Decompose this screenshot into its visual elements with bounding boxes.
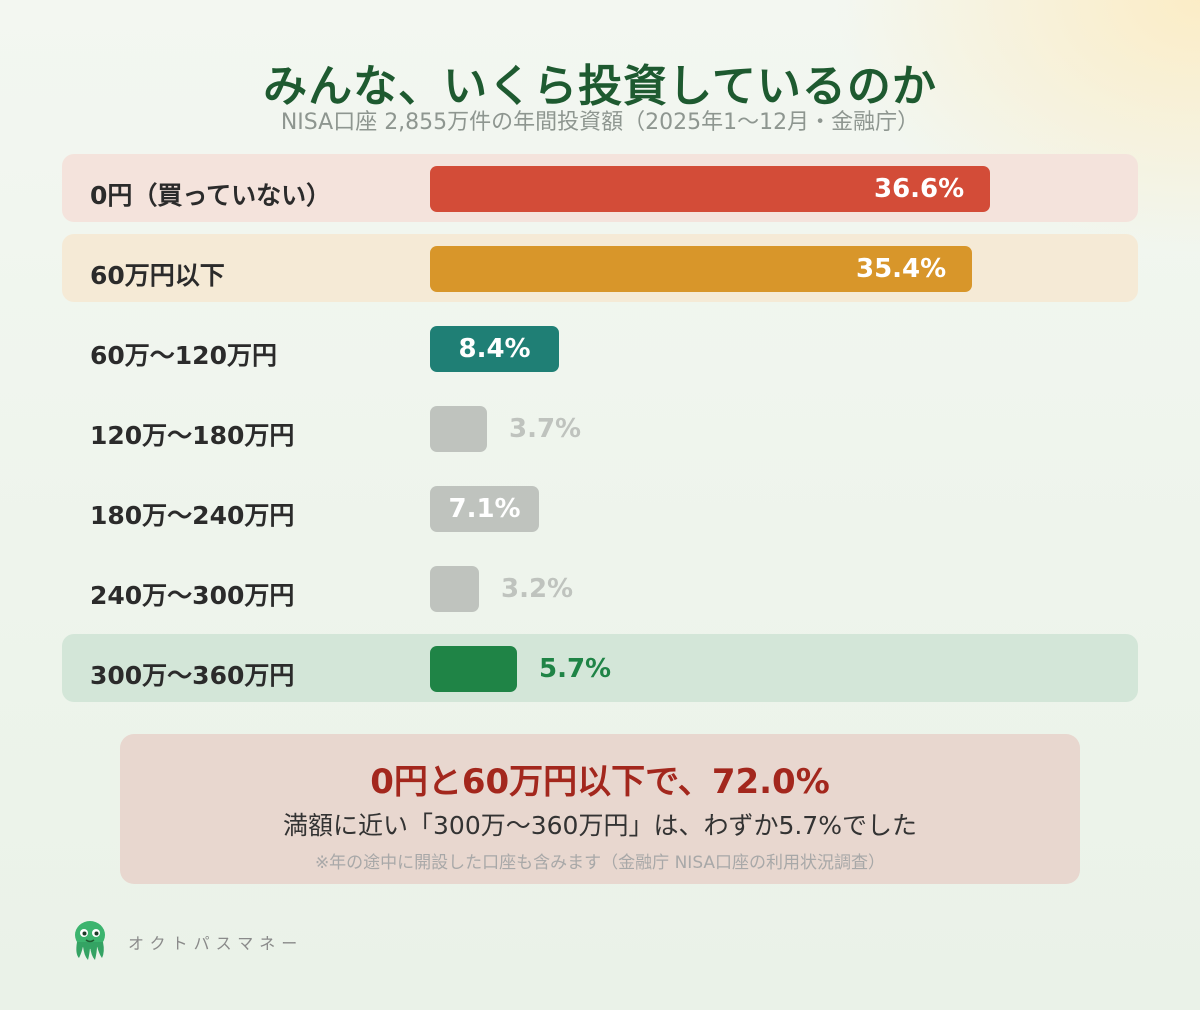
summary-headline: 0円と60万円以下で、72.0% — [370, 762, 830, 802]
octopus-mascot-icon — [75, 921, 105, 960]
bar — [430, 406, 487, 452]
category-label: 180万〜240万円 — [90, 501, 295, 530]
bar-value-label: 3.7% — [509, 414, 582, 444]
bar-chart: 0円（買っていない） 36.6% 60万円以下 35.4% 60万〜120万円 8.4% 1… — [62, 154, 1138, 704]
category-label: 300万〜360万円 — [90, 661, 295, 690]
chart-row: 240万〜300万円 3.2% — [62, 554, 1138, 622]
page-title: みんな、いくら投資しているのか — [263, 61, 937, 112]
bar-value-label: 35.4% — [856, 254, 947, 284]
bar — [430, 486, 539, 532]
bar — [430, 326, 559, 372]
bar — [430, 166, 990, 212]
summary-detail: 満額に近い「300万〜360万円」は、わずか5.7%でした — [283, 811, 917, 840]
bar — [430, 646, 517, 692]
bar-value-label: 5.7% — [539, 654, 612, 684]
summary-note: ※年の途中に開設した口座も含みます（金融庁 NISA口座の利用状況調査） — [314, 853, 886, 873]
summary-box: 0円と60万円以下で、72.0% 満額に近い「300万〜360万円」は、わずか5… — [120, 734, 1080, 884]
bar — [430, 566, 479, 612]
bar-value-label: 7.1% — [448, 494, 521, 524]
chart-row: 0円（買っていない） 36.6% — [62, 154, 1138, 222]
chart-row: 120万〜180万円 3.7% — [62, 394, 1138, 462]
category-label: 60万〜120万円 — [90, 341, 277, 370]
category-label: 0円（買っていない） — [90, 181, 332, 210]
chart-row: 180万〜240万円 7.1% — [62, 474, 1138, 542]
chart-row: 60万円以下 35.4% — [62, 234, 1138, 302]
category-label: 120万〜180万円 — [90, 421, 295, 450]
bar — [430, 246, 972, 292]
bar-value-label: 3.2% — [501, 574, 574, 604]
bar-value-label: 8.4% — [458, 334, 531, 364]
category-label: 60万円以下 — [90, 261, 225, 290]
chart-row: 60万〜120万円 8.4% — [62, 314, 1138, 382]
category-label: 240万〜300万円 — [90, 581, 295, 610]
chart-row: 300万〜360万円 5.7% — [62, 634, 1138, 702]
page-subtitle: NISA口座 2,855万件の年間投資額（2025年1〜12月・金融庁） — [280, 110, 920, 135]
brand-name: オクトパスマネー — [128, 934, 304, 953]
bar-value-label: 36.6% — [874, 174, 965, 204]
